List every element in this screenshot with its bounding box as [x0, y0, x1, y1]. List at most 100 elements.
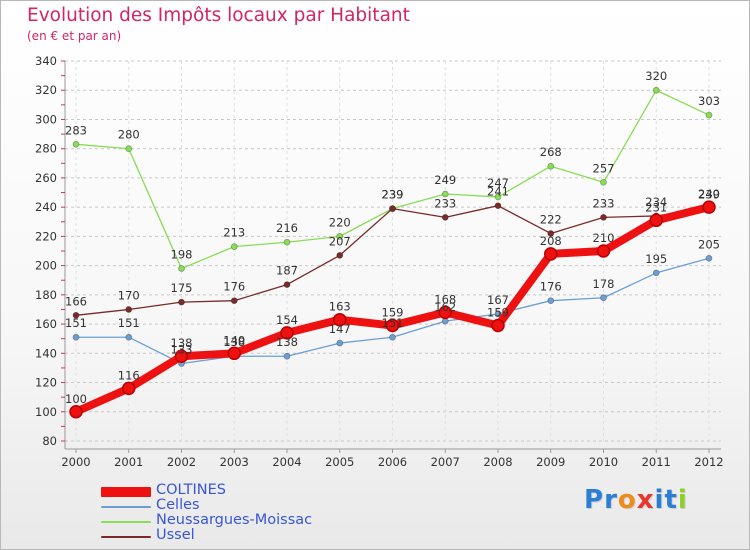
data-label: 222 — [540, 212, 562, 226]
data-label: 233 — [593, 196, 615, 210]
data-label: 234 — [645, 195, 667, 209]
data-point — [596, 244, 611, 258]
data-point — [600, 294, 607, 302]
x-tick-label: 2002 — [167, 455, 196, 469]
data-label: 280 — [118, 128, 140, 142]
data-label: 159 — [382, 306, 404, 320]
y-tick-label: 140 — [35, 346, 57, 360]
data-point — [125, 333, 133, 341]
data-point — [441, 214, 449, 221]
data-point — [652, 269, 660, 277]
data-point — [72, 311, 80, 319]
data-point — [385, 318, 400, 333]
data-label: 178 — [593, 277, 615, 291]
legend-label: COLTINES — [156, 482, 226, 498]
legend-swatch — [101, 487, 151, 497]
data-label: 168 — [434, 292, 456, 306]
x-tick-label: 2005 — [325, 455, 354, 469]
data-label: 283 — [65, 123, 87, 137]
data-label: 205 — [698, 237, 720, 251]
legend-item: Neussargues-Moissac — [101, 512, 361, 528]
x-tick-label: 2009 — [536, 455, 565, 469]
data-point — [494, 310, 502, 318]
data-point — [705, 254, 713, 262]
data-point — [283, 352, 291, 360]
data-point — [333, 312, 347, 327]
data-point — [441, 190, 449, 198]
y-tick-label: 80 — [42, 434, 57, 448]
data-point — [438, 305, 452, 320]
data-label: 138 — [276, 335, 298, 349]
data-label: 138 — [171, 336, 193, 350]
data-point — [125, 145, 133, 153]
data-label: 233 — [434, 196, 456, 210]
data-point — [491, 318, 505, 333]
data-point — [389, 205, 396, 212]
x-tick-label: 2007 — [431, 455, 460, 469]
data-label: 249 — [434, 173, 456, 187]
data-label: 195 — [645, 252, 667, 266]
data-point — [544, 247, 558, 261]
data-label: 170 — [118, 288, 140, 302]
chart-title: Evolution des Impôts locaux par Habitant — [27, 5, 410, 26]
data-point — [600, 178, 607, 186]
y-tick-label: 240 — [35, 200, 57, 214]
data-point — [230, 243, 238, 250]
data-point — [494, 193, 502, 201]
y-tick-label: 160 — [35, 317, 57, 331]
x-tick-label: 2011 — [642, 455, 671, 469]
y-tick-label: 200 — [35, 259, 57, 273]
chart-subtitle: (en € et par an) — [27, 29, 122, 43]
data-label: 159 — [487, 306, 509, 320]
data-label: 210 — [593, 231, 615, 245]
data-point — [72, 140, 80, 148]
data-point — [174, 349, 189, 363]
legend-item: COLTINES — [101, 482, 361, 498]
data-point — [125, 306, 133, 313]
data-point — [336, 339, 344, 347]
data-label: 198 — [171, 248, 193, 262]
legend-swatch — [101, 506, 151, 508]
data-label: 151 — [65, 316, 87, 330]
logo-letter: i — [677, 485, 688, 515]
data-label: 240 — [698, 187, 720, 201]
data-label: 151 — [382, 316, 404, 330]
data-point — [283, 238, 291, 246]
data-label: 133 — [171, 343, 193, 357]
data-label: 163 — [329, 300, 351, 314]
data-point — [705, 111, 713, 119]
data-point — [547, 162, 555, 170]
data-point — [230, 297, 238, 305]
y-tick-label: 260 — [35, 171, 57, 185]
data-label: 239 — [382, 188, 404, 202]
data-label: 187 — [276, 264, 298, 278]
data-label: 216 — [276, 221, 298, 235]
x-tick-label: 2004 — [272, 455, 301, 469]
data-label: 100 — [65, 392, 87, 406]
data-point — [649, 213, 663, 228]
data-point — [122, 381, 136, 396]
y-tick-label: 180 — [35, 288, 57, 302]
data-label: 176 — [223, 280, 245, 294]
x-tick-label: 2000 — [61, 455, 90, 469]
legend-label: Neussargues-Moissac — [156, 512, 313, 528]
data-label: 151 — [118, 316, 140, 330]
proxiti-logo: Proxiti — [584, 485, 688, 515]
legend-label: Ussel — [156, 527, 195, 543]
data-point — [336, 233, 344, 240]
data-label: 257 — [593, 161, 615, 175]
data-label: 303 — [698, 94, 720, 108]
y-tick-label: 300 — [35, 112, 57, 126]
data-label: 208 — [540, 234, 562, 248]
y-tick-label: 120 — [35, 376, 57, 390]
data-label: 176 — [540, 280, 562, 294]
data-label: 320 — [645, 69, 667, 83]
y-tick-label: 280 — [35, 142, 57, 156]
legend-swatch — [101, 536, 151, 538]
x-tick-label: 2006 — [378, 455, 407, 469]
legend-label: Celles — [156, 497, 200, 513]
data-label: 147 — [329, 322, 351, 336]
data-label: 231 — [645, 200, 667, 214]
data-point — [702, 200, 716, 214]
